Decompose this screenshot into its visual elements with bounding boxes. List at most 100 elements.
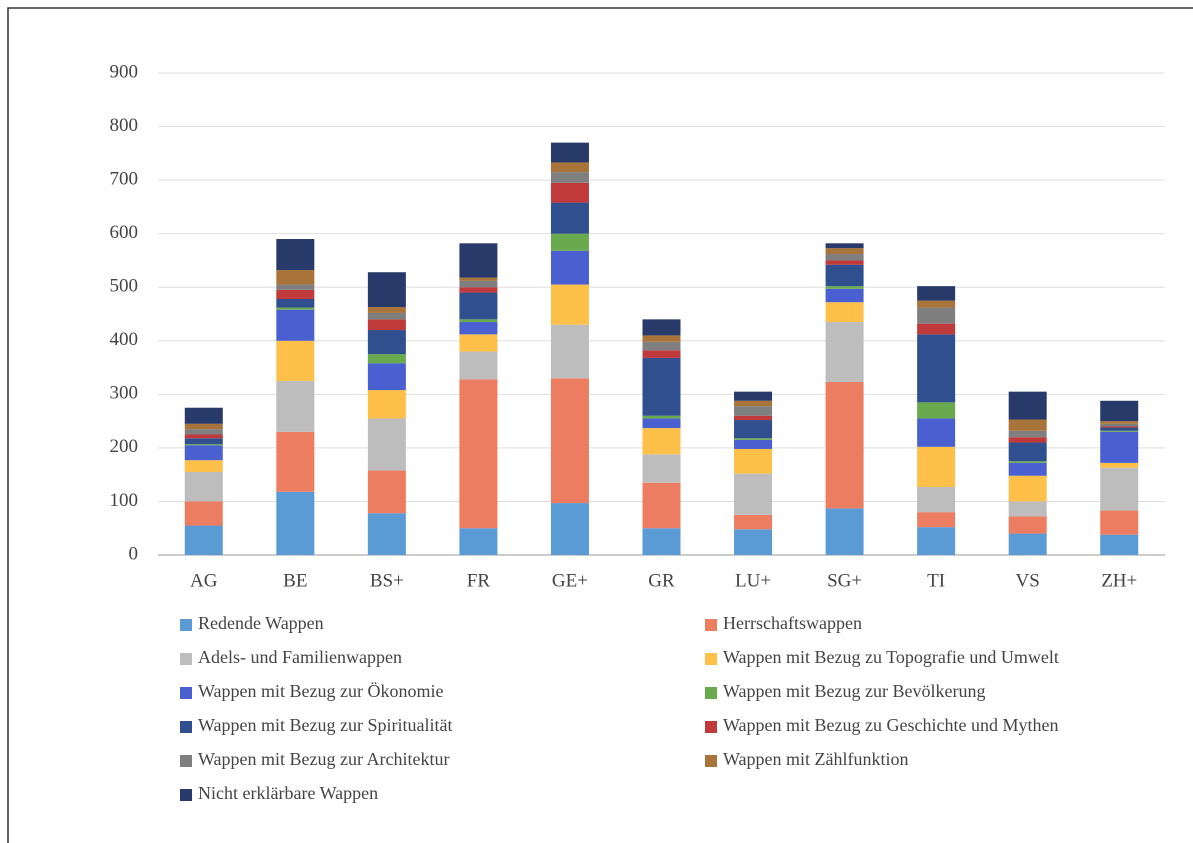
bar-segment <box>1008 475 1047 502</box>
legend-label: Wappen mit Bezug zur Ökonomie <box>198 681 444 701</box>
legend-swatch <box>180 755 192 767</box>
bar-segment <box>1100 510 1139 535</box>
x-tick-label: BS+ <box>370 570 404 591</box>
bar-segment <box>1008 461 1047 463</box>
bar-segment <box>367 312 406 320</box>
bar-segment <box>917 286 956 301</box>
bar-segment <box>276 491 315 555</box>
bar-segment <box>825 254 864 261</box>
x-tick-label: SG+ <box>827 570 862 591</box>
bar-segment <box>459 292 498 320</box>
bar-segment <box>642 335 681 342</box>
bar-segment <box>367 319 406 331</box>
bar-segment <box>1100 426 1139 428</box>
legend-label: Wappen mit Zählfunktion <box>723 749 909 769</box>
bar-segment <box>276 309 315 341</box>
bar-segment <box>917 307 956 324</box>
bar-segment <box>917 446 956 487</box>
bar-segment <box>459 351 498 380</box>
bar-segment <box>917 486 956 513</box>
bar-segment <box>459 379 498 529</box>
y-tick-label: 700 <box>110 168 139 189</box>
bar-segment <box>642 454 681 483</box>
bar-segment <box>1008 462 1047 476</box>
x-tick-label: ZH+ <box>1101 570 1137 591</box>
bar-segment <box>1008 430 1047 438</box>
bar-segment <box>276 239 315 271</box>
bar-segment <box>276 289 315 300</box>
bar-segment <box>459 243 498 278</box>
y-tick-label: 100 <box>110 490 139 511</box>
x-tick-label: TI <box>927 570 945 591</box>
bar-segment <box>459 319 498 323</box>
bar-segment <box>1100 534 1139 555</box>
bar-segment <box>734 514 773 530</box>
bar-segment <box>825 322 864 383</box>
bar-segment <box>184 407 223 424</box>
bar-segment <box>825 264 864 287</box>
bar-segment <box>825 302 864 323</box>
bar-segment <box>734 529 773 555</box>
legend-swatch <box>705 653 717 665</box>
bar-segment <box>642 357 681 416</box>
bar-segment <box>367 390 406 419</box>
bar-segment <box>642 428 681 455</box>
y-tick-label: 0 <box>129 543 139 564</box>
bar-segment <box>1100 431 1139 463</box>
legend-label: Wappen mit Bezug zu Geschichte und Mythe… <box>723 715 1058 735</box>
bar-segment <box>184 438 223 445</box>
bar-segment <box>825 288 864 303</box>
x-tick-label: VS <box>1016 570 1040 591</box>
bar-segment <box>642 482 681 529</box>
legend-label: Wappen mit Bezug zur Architektur <box>198 749 449 769</box>
bar-segment <box>825 260 864 265</box>
bar-segment <box>642 418 681 429</box>
bar-segment <box>184 460 223 472</box>
y-tick-label: 500 <box>110 276 139 297</box>
legend-label: Herrschaftswappen <box>723 613 862 633</box>
bar-segment <box>184 445 223 461</box>
bar-segment <box>825 382 864 509</box>
bar-segment <box>917 527 956 555</box>
bar-segment <box>184 501 223 526</box>
x-tick-label: FR <box>467 570 491 591</box>
bar-segment <box>459 280 498 288</box>
bar-segment <box>917 402 956 419</box>
x-tick-label: GE+ <box>552 570 588 591</box>
legend-swatch <box>705 687 717 699</box>
bar-segment <box>917 323 956 335</box>
legend-label: Wappen mit Bezug zur Spiritualität <box>198 715 453 735</box>
legend-label: Wappen mit Bezug zu Topografie und Umwel… <box>723 647 1059 667</box>
legend-swatch <box>180 619 192 631</box>
legend-swatch <box>705 619 717 631</box>
bar-segment <box>1100 430 1139 432</box>
bar-segment <box>276 431 315 492</box>
bar-segment <box>734 420 773 439</box>
bar-segment <box>184 444 223 446</box>
legend-swatch <box>180 789 192 801</box>
bar-segment <box>1008 437 1047 443</box>
legend-label: Redende Wappen <box>198 613 324 633</box>
bar-segment <box>1100 427 1139 431</box>
bar-segment <box>550 142 589 163</box>
bar-segment <box>550 284 589 325</box>
bar-segment <box>825 508 864 555</box>
bar-segment <box>642 415 681 419</box>
bar-segment <box>734 406 773 416</box>
bar-segment <box>367 418 406 471</box>
bar-segment <box>276 307 315 310</box>
bar-segment <box>367 513 406 555</box>
bar-segment <box>917 512 956 528</box>
bar-segment <box>276 299 315 308</box>
y-tick-label: 400 <box>110 329 139 350</box>
bar-segment <box>459 287 498 293</box>
bar-segment <box>184 525 223 555</box>
x-tick-label: GR <box>648 570 675 591</box>
bar-segment <box>734 448 773 474</box>
bar-segment <box>367 272 406 308</box>
bar-segment <box>734 400 773 407</box>
bar-segment <box>184 423 223 430</box>
bar-segment <box>459 528 498 555</box>
bar-segment <box>734 438 773 440</box>
